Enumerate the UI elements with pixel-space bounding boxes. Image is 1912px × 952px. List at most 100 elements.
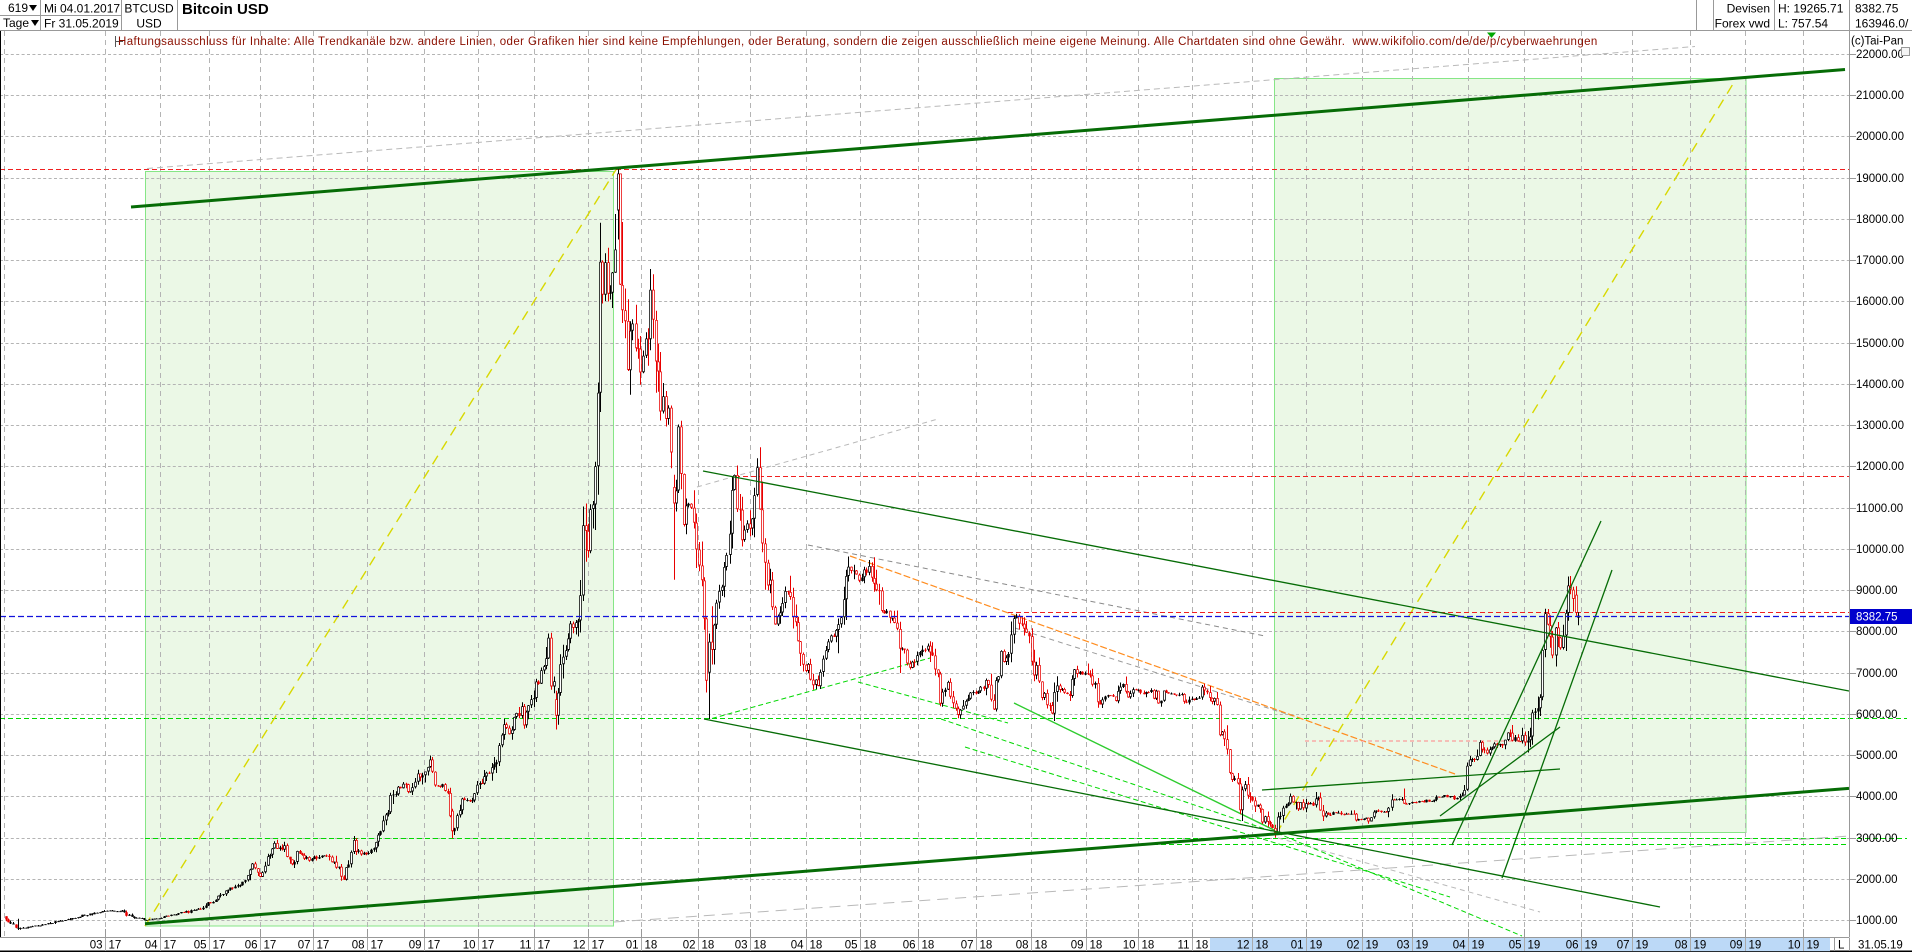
svg-text:18: 18	[922, 940, 935, 952]
svg-text:10: 10	[1123, 940, 1136, 952]
svg-text:04: 04	[791, 940, 804, 952]
svg-text:22000.00: 22000.00	[1856, 49, 1904, 61]
svg-text:17000.00: 17000.00	[1856, 255, 1904, 267]
svg-text:07: 07	[298, 940, 311, 952]
svg-text:163946.0/: 163946.0/	[1855, 17, 1909, 31]
svg-text:12000.00: 12000.00	[1856, 461, 1904, 473]
svg-text:18: 18	[702, 940, 715, 952]
svg-text:Tage: Tage	[3, 16, 29, 30]
svg-text:1000.00: 1000.00	[1856, 915, 1898, 927]
svg-text:03: 03	[735, 940, 748, 952]
svg-text:19: 19	[1585, 940, 1598, 952]
svg-text:17: 17	[109, 940, 122, 952]
svg-text:05: 05	[194, 940, 207, 952]
svg-text:18: 18	[645, 940, 658, 952]
svg-text:17: 17	[538, 940, 551, 952]
svg-text:(c)Tai-Pan: (c)Tai-Pan	[1851, 36, 1903, 48]
svg-text:21000.00: 21000.00	[1856, 90, 1904, 102]
svg-text:18: 18	[1196, 940, 1209, 952]
svg-text:20000.00: 20000.00	[1856, 131, 1904, 143]
svg-text:06: 06	[903, 940, 916, 952]
svg-text:09: 09	[1071, 940, 1084, 952]
svg-text:Fr 31.05.2019: Fr 31.05.2019	[44, 17, 119, 31]
svg-text:19000.00: 19000.00	[1856, 173, 1904, 185]
svg-text:16000.00: 16000.00	[1856, 296, 1904, 308]
svg-text:11: 11	[520, 940, 532, 952]
svg-text:6000.00: 6000.00	[1856, 709, 1898, 721]
svg-text:18: 18	[864, 940, 877, 952]
svg-text:10000.00: 10000.00	[1856, 544, 1904, 556]
svg-text:13000.00: 13000.00	[1856, 420, 1904, 432]
svg-text:10: 10	[463, 940, 476, 952]
svg-text:17: 17	[428, 940, 441, 952]
svg-text:17: 17	[264, 940, 277, 952]
svg-text:03: 03	[90, 940, 103, 952]
svg-text:8382.75: 8382.75	[1855, 2, 1899, 16]
svg-text:18: 18	[1035, 940, 1048, 952]
svg-text:09: 09	[409, 940, 422, 952]
svg-text:19: 19	[1528, 940, 1541, 952]
svg-text:17: 17	[164, 940, 177, 952]
svg-text:18: 18	[1142, 940, 1155, 952]
svg-text:18: 18	[1090, 940, 1103, 952]
svg-text:H: 19265.71: H: 19265.71	[1778, 2, 1844, 16]
svg-text:02: 02	[1347, 940, 1360, 952]
svg-text:9000.00: 9000.00	[1856, 585, 1898, 597]
svg-text:19: 19	[1694, 940, 1707, 952]
svg-text:04: 04	[1453, 940, 1466, 952]
svg-text:Mi 04.01.2017: Mi 04.01.2017	[44, 2, 120, 16]
svg-text:L: L	[1838, 940, 1845, 952]
svg-text:04: 04	[145, 940, 158, 952]
svg-text:08: 08	[1675, 940, 1688, 952]
svg-text:Haftungsausschluss für Inhalte: Haftungsausschluss für Inhalte: Alle Tre…	[118, 36, 1598, 48]
svg-text:8382.75: 8382.75	[1856, 612, 1898, 624]
svg-text:17: 17	[213, 940, 226, 952]
svg-text:Bitcoin USD: Bitcoin USD	[182, 1, 269, 18]
svg-text:10: 10	[1788, 940, 1801, 952]
svg-text:18000.00: 18000.00	[1856, 214, 1904, 226]
svg-text:19: 19	[1416, 940, 1429, 952]
svg-text:19: 19	[1366, 940, 1379, 952]
svg-text:3000.00: 3000.00	[1856, 833, 1898, 845]
svg-text:17: 17	[371, 940, 384, 952]
svg-text:14000.00: 14000.00	[1856, 379, 1904, 391]
svg-text:05: 05	[1509, 940, 1522, 952]
svg-text:01: 01	[1291, 940, 1304, 952]
svg-text:11: 11	[1178, 940, 1190, 952]
svg-text:08: 08	[352, 940, 365, 952]
svg-text:09: 09	[1730, 940, 1743, 952]
svg-text:18: 18	[754, 940, 767, 952]
svg-text:02: 02	[683, 940, 696, 952]
svg-text:07: 07	[961, 940, 974, 952]
svg-text:7000.00: 7000.00	[1856, 668, 1898, 680]
svg-text:USD: USD	[136, 17, 162, 31]
svg-text:5000.00: 5000.00	[1856, 750, 1898, 762]
svg-text:L: 757.54: L: 757.54	[1778, 17, 1828, 31]
svg-text:Forex vwd: Forex vwd	[1715, 17, 1770, 31]
svg-text:03: 03	[1397, 940, 1410, 952]
svg-text:17: 17	[592, 940, 605, 952]
svg-text:619: 619	[8, 1, 28, 15]
svg-text:19: 19	[1749, 940, 1762, 952]
svg-text:18: 18	[980, 940, 993, 952]
svg-text:11000.00: 11000.00	[1856, 503, 1903, 515]
svg-text:15000.00: 15000.00	[1856, 338, 1904, 350]
svg-text:06: 06	[245, 940, 258, 952]
svg-text:19: 19	[1807, 940, 1820, 952]
svg-text:Devisen: Devisen	[1727, 2, 1770, 16]
svg-text:07: 07	[1617, 940, 1630, 952]
svg-text:17: 17	[482, 940, 495, 952]
svg-text:31.05.19: 31.05.19	[1858, 940, 1903, 952]
svg-text:12: 12	[1237, 940, 1250, 952]
svg-text:19: 19	[1310, 940, 1323, 952]
svg-text:2000.00: 2000.00	[1856, 874, 1898, 886]
svg-text:01: 01	[626, 940, 639, 952]
svg-text:8000.00: 8000.00	[1856, 626, 1898, 638]
svg-text:BTCUSD: BTCUSD	[124, 2, 174, 16]
svg-text:06: 06	[1566, 940, 1579, 952]
svg-text:17: 17	[317, 940, 330, 952]
svg-text:4000.00: 4000.00	[1856, 791, 1898, 803]
svg-text:18: 18	[1256, 940, 1269, 952]
svg-text:12: 12	[573, 940, 586, 952]
svg-text:19: 19	[1636, 940, 1649, 952]
